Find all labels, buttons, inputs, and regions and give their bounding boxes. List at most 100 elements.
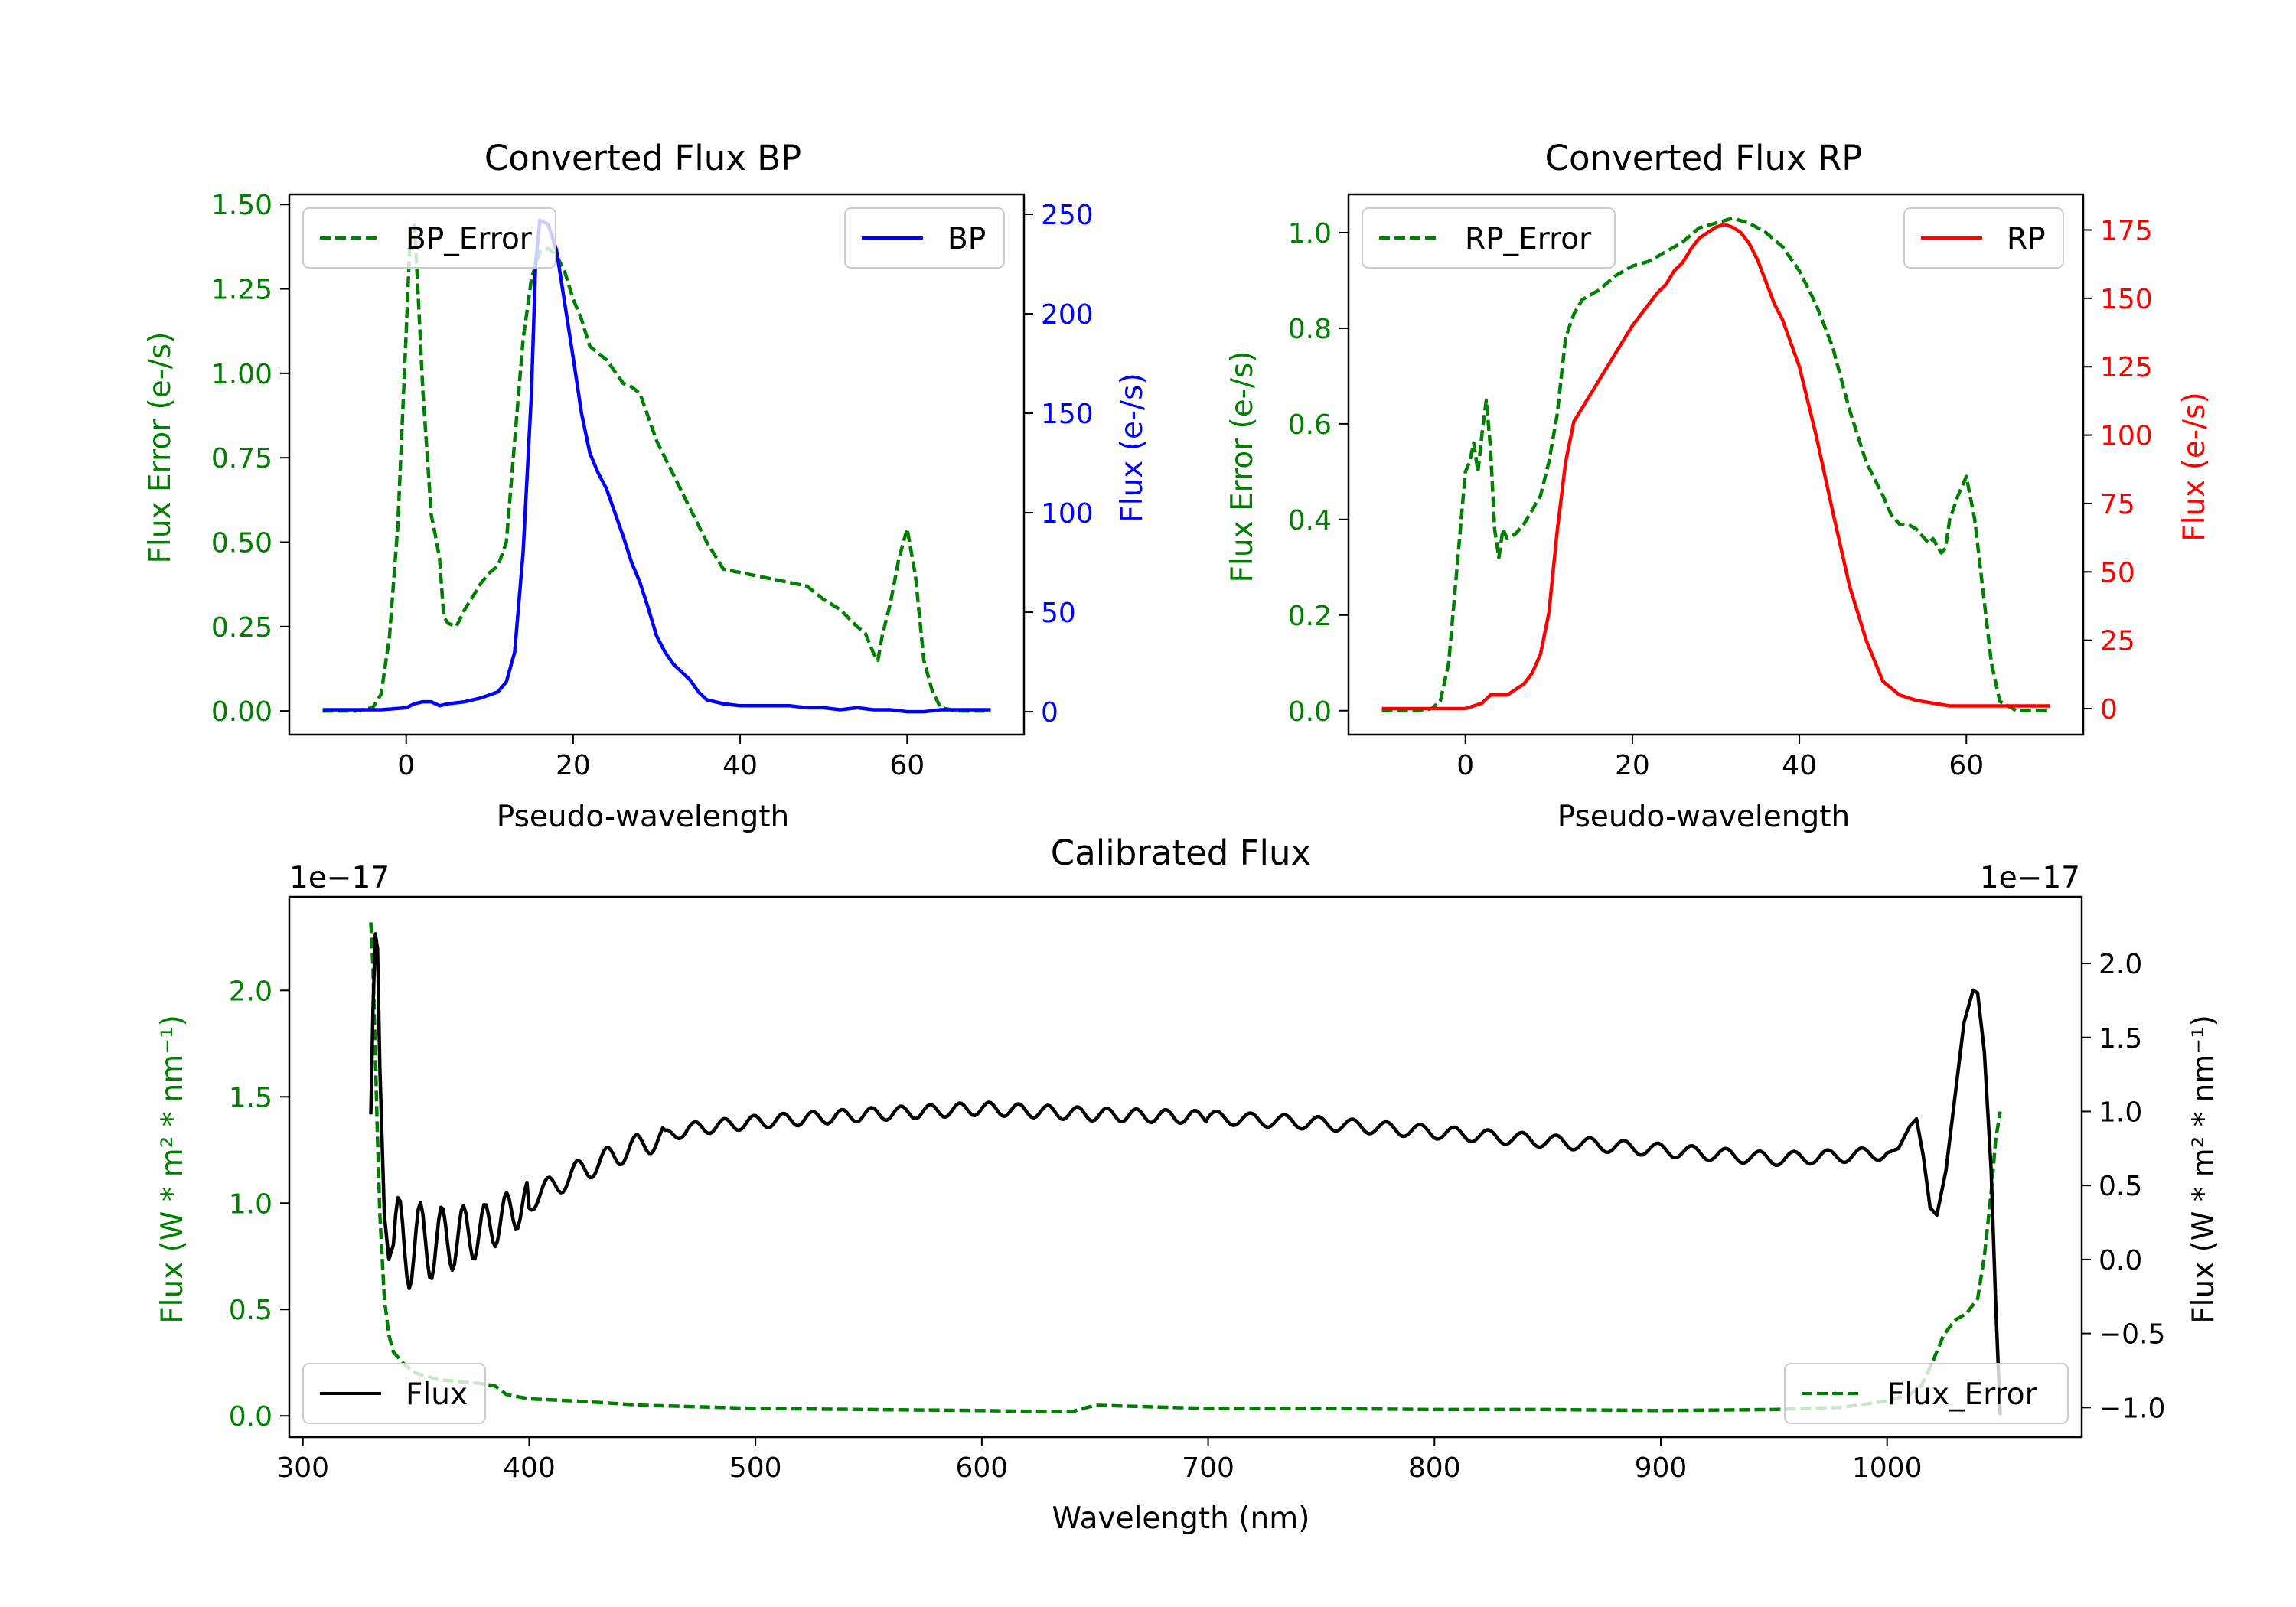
rp-x-tick-label: 60	[1949, 750, 1984, 781]
cal-x-tick-label: 400	[503, 1452, 556, 1484]
bp-left-y-tick-label: 0.25	[211, 612, 272, 644]
bp-right-y-tick-label: 150	[1041, 399, 1094, 430]
rp-right-y-tick-label: 25	[2100, 626, 2135, 657]
cal-right-y-tick-label: −1.0	[2099, 1393, 2165, 1424]
rp-lines	[1381, 216, 2050, 713]
cal-x-tick-label: 600	[956, 1452, 1009, 1484]
rp-x-tick-label: 40	[1782, 750, 1817, 781]
cal-left-y-tick-label: 1.5	[229, 1082, 272, 1113]
bp-x-tick-label: 60	[889, 750, 925, 781]
rp-series-rp	[1381, 223, 2050, 711]
rp-legend-left-label: RP_Error	[1465, 222, 1592, 256]
bp-panel: Converted Flux BP Pseudo-wavelength Flux…	[143, 138, 1150, 834]
bp-x-tick-label: 40	[722, 750, 758, 781]
bp-right-y-tick-label: 250	[1041, 200, 1094, 231]
rp-x-ticks: 0 20 40 60	[1456, 735, 1984, 781]
rp-right-y-tick-label: 100	[2100, 421, 2153, 452]
rp-right-y-tick-label: 0	[2100, 694, 2118, 725]
rp-plot-frame	[1347, 193, 2085, 736]
rp-left-y-label: Flux Error (e-/s)	[1225, 351, 1260, 583]
cal-right-y-tick-label: 1.5	[2099, 1023, 2142, 1054]
cal-series-flux-error	[369, 922, 2002, 1413]
bp-x-tick-label: 20	[556, 750, 591, 781]
cal-right-y-tick-label: 2.0	[2099, 949, 2142, 980]
rp-left-y-ticks: 0.0 0.2 0.4 0.6 0.8 1.0	[1288, 218, 1349, 728]
cal-x-ticks: 300 400 500 600 700 800 900 1000	[276, 1437, 1923, 1484]
cal-x-tick-label: 900	[1635, 1452, 1688, 1484]
cal-legend-left-label: Flux	[406, 1377, 468, 1412]
cal-legend-right: Flux_Error	[1784, 1363, 2069, 1424]
rp-legend-left-box	[1362, 207, 1616, 269]
rp-x-tick-label: 0	[1456, 750, 1474, 781]
rp-right-y-tick-label: 75	[2100, 489, 2135, 520]
bp-legend-right-box	[844, 207, 1005, 269]
cal-left-y-tick-label: 1.0	[229, 1188, 272, 1220]
cal-legend-right-box	[1784, 1363, 2069, 1424]
cal-x-tick-label: 700	[1182, 1452, 1234, 1484]
cal-legend-left-box	[302, 1363, 486, 1424]
rp-right-y-ticks: 0 25 50 75 100 125 150 175	[2083, 215, 2153, 725]
bp-right-y-tick-label: 50	[1041, 598, 1076, 629]
bp-title: Converted Flux BP	[484, 138, 801, 178]
bp-left-y-tick-label: 1.50	[211, 190, 272, 221]
bp-right-y-label: Flux (e-/s)	[1115, 373, 1150, 522]
cal-x-tick-label: 300	[276, 1452, 329, 1484]
cal-legend-right-label: Flux_Error	[1887, 1377, 2038, 1412]
bp-left-y-ticks: 0.00 0.25 0.50 0.75 1.00 1.25 1.50	[211, 190, 289, 728]
bp-right-y-tick-label: 0	[1041, 697, 1058, 729]
bp-lines	[322, 218, 991, 714]
bp-legend-right: BP	[844, 207, 1005, 269]
cal-left-y-tick-label: 0.5	[229, 1295, 272, 1326]
cal-right-y-tick-label: −0.5	[2099, 1319, 2165, 1351]
bp-left-y-label: Flux Error (e-/s)	[143, 332, 178, 564]
cal-x-tick-label: 500	[729, 1452, 782, 1484]
rp-left-y-tick-label: 0.4	[1288, 505, 1332, 536]
rp-right-y-tick-label: 125	[2100, 352, 2153, 383]
rp-left-y-tick-label: 0.0	[1288, 696, 1332, 728]
cal-x-tick-label: 800	[1408, 1452, 1461, 1484]
bp-left-y-tick-label: 0.50	[211, 527, 272, 559]
cal-right-y-label: Flux (W * m² * nm⁻¹)	[2187, 1015, 2221, 1324]
bp-x-ticks: 0 20 40 60	[397, 735, 925, 781]
rp-left-y-tick-label: 1.0	[1288, 218, 1332, 249]
rp-legend-left: RP_Error	[1362, 207, 1616, 269]
cal-x-label: Wavelength (nm)	[1052, 1501, 1310, 1536]
rp-left-y-tick-label: 0.6	[1288, 409, 1332, 441]
cal-right-offset: 1e−17	[1980, 861, 2080, 895]
rp-right-y-tick-label: 150	[2100, 284, 2153, 315]
bp-x-tick-label: 0	[397, 750, 415, 781]
rp-right-y-tick-label: 175	[2100, 215, 2153, 246]
cal-left-y-ticks: 0.0 0.5 1.0 1.5 2.0	[229, 976, 289, 1433]
cal-x-tick-label: 1000	[1852, 1452, 1923, 1484]
bp-plot-frame	[288, 193, 1026, 736]
bp-left-y-tick-label: 0.00	[211, 696, 272, 728]
bp-left-y-tick-label: 1.00	[211, 359, 272, 390]
bp-legend-right-label: BP	[947, 222, 986, 256]
cal-left-offset: 1e−17	[289, 861, 390, 895]
rp-right-y-label: Flux (e-/s)	[2177, 392, 2212, 541]
bp-legend-left: BP_Error	[302, 207, 556, 269]
bp-legend-left-label: BP_Error	[406, 222, 533, 256]
rp-right-y-tick-label: 50	[2100, 557, 2135, 588]
cal-series-flux	[369, 932, 2002, 1416]
rp-x-tick-label: 20	[1615, 750, 1650, 781]
bp-legend-left-box	[302, 207, 556, 269]
cal-panel: Calibrated Flux Wavelength (nm) Flux (W …	[155, 833, 2221, 1536]
bp-series-bp-error	[322, 223, 991, 713]
cal-right-y-tick-label: 1.0	[2099, 1097, 2142, 1128]
bp-right-y-tick-label: 200	[1041, 299, 1094, 331]
rp-legend-right-label: RP	[2007, 222, 2046, 256]
rp-series-rp-error	[1381, 216, 2050, 713]
bp-right-y-ticks: 0 50 100 150 200 250	[1024, 200, 1094, 729]
rp-legend-right-box	[1903, 207, 2064, 269]
rp-panel: Converted Flux RP Pseudo-wavelength Flux…	[1225, 138, 2212, 834]
cal-right-y-ticks: −1.0 −0.5 0.0 0.5 1.0 1.5 2.0	[2082, 949, 2165, 1424]
cal-right-y-tick-label: 0.0	[2099, 1245, 2142, 1276]
bp-left-y-tick-label: 0.75	[211, 443, 272, 474]
rp-x-label: Pseudo-wavelength	[1557, 800, 1850, 834]
rp-left-y-tick-label: 0.2	[1288, 601, 1332, 632]
cal-left-y-tick-label: 0.0	[229, 1401, 272, 1433]
cal-left-y-label: Flux (W * m² * nm⁻¹)	[155, 1015, 190, 1324]
cal-right-y-tick-label: 0.5	[2099, 1171, 2142, 1202]
